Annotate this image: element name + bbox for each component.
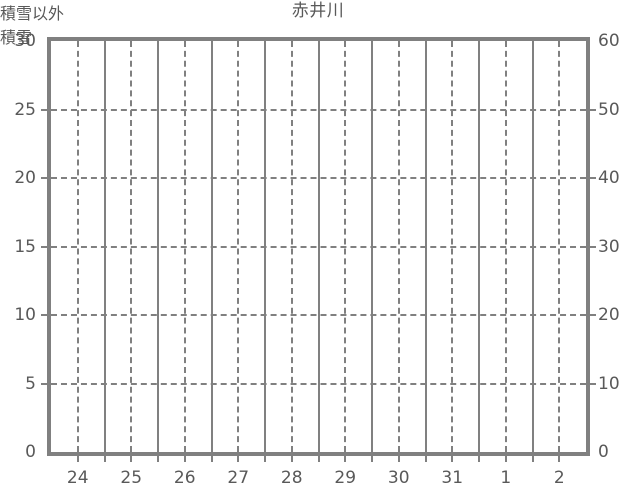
y-axis-left-tick-mark <box>41 108 47 111</box>
y-axis-right-tick-mark <box>590 382 596 385</box>
plot-area <box>47 37 590 456</box>
horizontal-gridline <box>51 245 586 248</box>
x-axis-tick-mark-major <box>424 456 427 462</box>
y-axis-right-tick-mark <box>590 108 596 111</box>
chart-title: 赤井川 <box>291 1 345 21</box>
y-axis-left-tick-label: 25 <box>14 99 36 120</box>
x-axis-tick-label: 30 <box>387 468 410 488</box>
y-axis-left-tick-mark <box>41 245 47 248</box>
x-axis-tick-mark-minor <box>130 456 133 462</box>
y-axis-left-tick-label: 0 <box>25 442 36 462</box>
y-axis-left-tick-label: 5 <box>25 373 36 394</box>
y-axis-right-tick-label: 0 <box>598 442 609 462</box>
x-axis-tick-mark-major <box>317 456 320 462</box>
y-axis-left-tick-mark <box>41 314 47 316</box>
x-axis-tick-mark-minor <box>451 456 454 462</box>
x-axis-tick-mark-major <box>531 456 534 462</box>
horizontal-gridline <box>51 382 586 385</box>
horizontal-gridline <box>51 314 586 316</box>
x-axis-tick-mark-major <box>264 456 266 462</box>
left-axis-title: 積雪以外 <box>0 4 65 23</box>
y-axis-right-tick-mark <box>590 314 596 316</box>
x-axis-tick-label: 29 <box>334 468 357 488</box>
x-axis-tick-label: 28 <box>280 468 303 488</box>
right-axis-title: 積雪 <box>0 28 33 47</box>
y-axis-left-tick-label: 20 <box>14 168 36 188</box>
x-axis-tick-mark-minor <box>237 456 240 462</box>
y-axis-right-tick-label: 10 <box>598 373 620 394</box>
horizontal-gridline <box>51 177 586 179</box>
x-axis-tick-label: 1 <box>500 468 512 488</box>
y-axis-left-tick-label: 30 <box>14 31 36 51</box>
y-axis-right-tick-label: 20 <box>598 305 620 325</box>
y-axis-right-tick-label: 50 <box>598 99 620 120</box>
y-axis-right-tick-label: 40 <box>598 168 620 188</box>
x-axis-tick-label: 27 <box>227 468 250 488</box>
y-axis-left-tick-label: 15 <box>14 236 36 257</box>
x-axis-tick-label: 2 <box>553 468 565 488</box>
x-axis-tick-mark-minor <box>397 456 400 462</box>
x-axis-tick-mark-minor <box>76 456 79 462</box>
x-axis-tick-label: 31 <box>441 468 464 488</box>
y-axis-left-tick-mark <box>41 177 47 179</box>
y-axis-right-tick-mark <box>590 177 596 179</box>
x-axis-tick-mark-major <box>210 456 213 462</box>
y-axis-right-tick-label: 30 <box>598 236 620 257</box>
x-axis-tick-mark-minor <box>290 456 293 462</box>
x-axis-tick-mark-major <box>478 456 480 462</box>
x-axis-tick-mark-minor <box>558 456 561 462</box>
y-axis-right-tick-label: 60 <box>598 31 620 51</box>
x-axis-tick-label: 24 <box>66 468 89 488</box>
x-axis-tick-mark-major <box>103 456 106 462</box>
y-axis-left-tick-mark <box>41 382 47 385</box>
x-axis-tick-mark-minor <box>344 456 347 462</box>
y-axis-left-tick-label: 10 <box>14 305 36 325</box>
x-axis-tick-mark-minor <box>183 456 186 462</box>
x-axis-tick-mark-minor <box>504 456 507 462</box>
horizontal-gridline <box>51 108 586 111</box>
x-axis-tick-mark-major <box>371 456 373 462</box>
x-axis-tick-mark-major <box>157 456 159 462</box>
x-axis-tick-label: 25 <box>120 468 143 488</box>
x-axis-tick-label: 26 <box>173 468 196 488</box>
y-axis-right-tick-mark <box>590 245 596 248</box>
plot-gridlines <box>51 41 586 452</box>
